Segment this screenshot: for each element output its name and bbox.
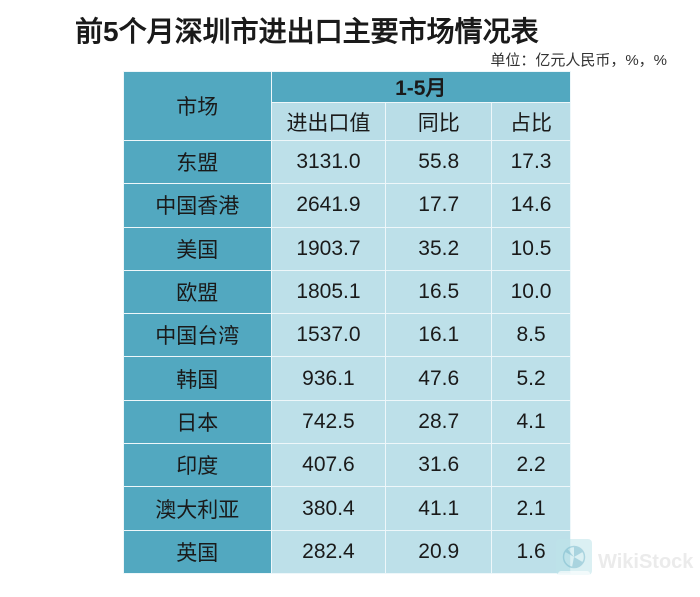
svg-text:WikiStock: WikiStock [598, 551, 694, 573]
